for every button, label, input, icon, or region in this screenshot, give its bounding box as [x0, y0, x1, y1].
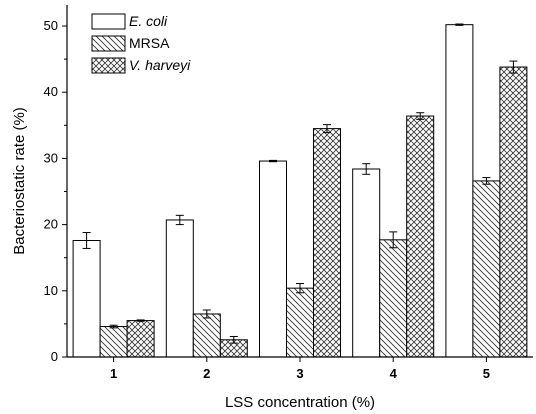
error-bar	[109, 324, 118, 329]
bar	[165, 219, 194, 358]
error-bar	[389, 231, 398, 249]
bar	[99, 326, 128, 358]
bar	[259, 160, 287, 358]
y-tick-label: 30	[44, 150, 58, 165]
error-bar	[362, 163, 371, 175]
legend-swatch	[91, 57, 126, 74]
legend-label: E. coli	[129, 13, 168, 29]
x-tick-label: 4	[390, 366, 398, 381]
error-bar	[175, 214, 184, 226]
x-tick-label: 5	[483, 366, 490, 381]
error-bar	[202, 309, 211, 319]
error-bar	[296, 283, 304, 294]
y-axis-label: Bacteriostatic rate (%)	[11, 107, 28, 255]
bar	[192, 313, 221, 358]
bar	[379, 239, 408, 358]
error-bar	[455, 23, 464, 26]
bar	[445, 24, 474, 358]
bar	[406, 115, 435, 358]
bar	[72, 239, 101, 358]
bar	[126, 320, 155, 358]
bar	[499, 66, 528, 358]
error-bar	[416, 112, 425, 120]
legend-swatch	[91, 13, 126, 30]
legend-label: MRSA	[129, 35, 170, 51]
bar	[286, 287, 314, 358]
error-bar	[269, 159, 277, 163]
y-tick-label: 0	[51, 349, 58, 364]
bar	[313, 128, 341, 358]
error-bar	[82, 232, 91, 249]
error-bar	[229, 335, 238, 344]
bar	[472, 180, 501, 358]
bar	[352, 168, 381, 358]
x-tick-label: 2	[203, 366, 210, 381]
error-bar	[509, 60, 518, 74]
y-tick-label: 40	[44, 84, 58, 99]
legend: E. coli MRSA V. harveyi	[91, 13, 191, 74]
x-axis-label: LSS concentration (%)	[225, 394, 375, 411]
x-tick-label: 1	[110, 366, 117, 381]
legend-label: V. harveyi	[129, 57, 191, 73]
error-bar	[482, 177, 491, 185]
y-tick-label: 20	[44, 217, 58, 232]
y-tick-label: 10	[44, 283, 58, 298]
legend-swatch	[91, 35, 126, 52]
error-bar	[136, 319, 145, 322]
error-bar	[323, 124, 331, 134]
x-tick-label: 3	[296, 366, 303, 381]
y-tick-label: 50	[44, 18, 58, 33]
